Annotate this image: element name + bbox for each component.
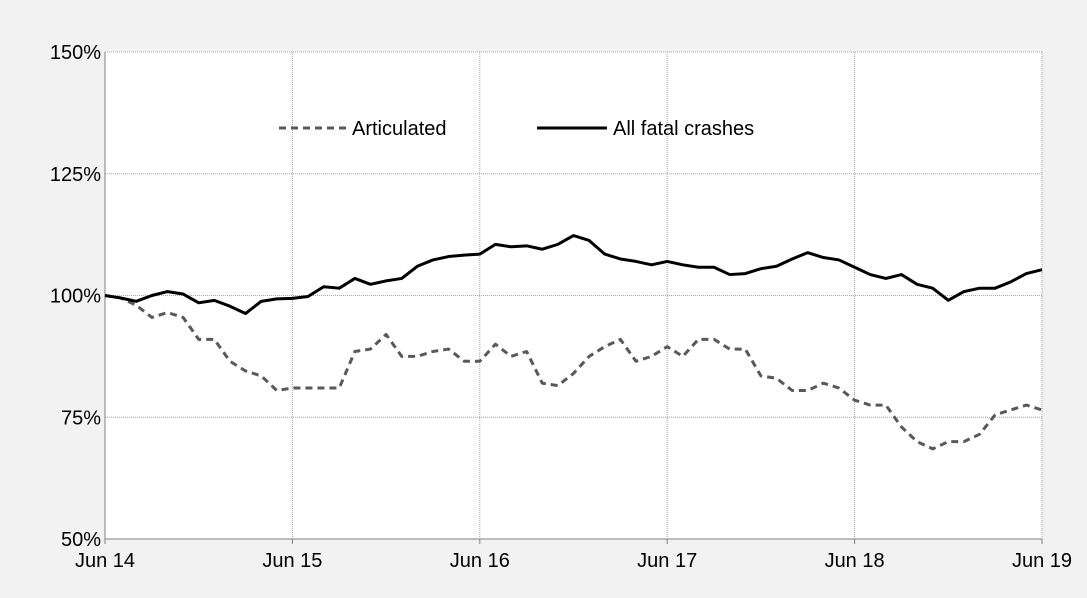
y-tick-label: 100% [50,286,101,308]
x-tick-label: Jun 16 [450,550,510,572]
series-line-articulated [104,294,1043,451]
x-tick-label: Jun 17 [637,550,697,572]
y-tick-label: 125% [50,164,101,186]
legend-label: All fatal crashes [613,118,754,140]
y-tick-label: 50% [61,529,101,551]
y-axis: 50% 75% 100% 125% 150% [50,42,101,551]
x-tick-label: Jun 14 [75,550,135,572]
y-tick-label: 150% [50,42,101,64]
y-tick-label: 75% [61,407,101,429]
x-tick-label: Jun 19 [1012,550,1072,572]
x-tick-label: Jun 15 [262,550,322,572]
x-axis: Jun 14 Jun 15 Jun 16 Jun 17 Jun 18 Jun 19 [75,550,1072,572]
series-group [104,234,1043,451]
x-tick-label: Jun 18 [825,550,885,572]
series-line-all-fatal-crashes [104,234,1043,316]
legend: Articulated All fatal crashes [279,118,754,140]
legend-label: Articulated [352,118,447,140]
grid [104,51,1043,544]
